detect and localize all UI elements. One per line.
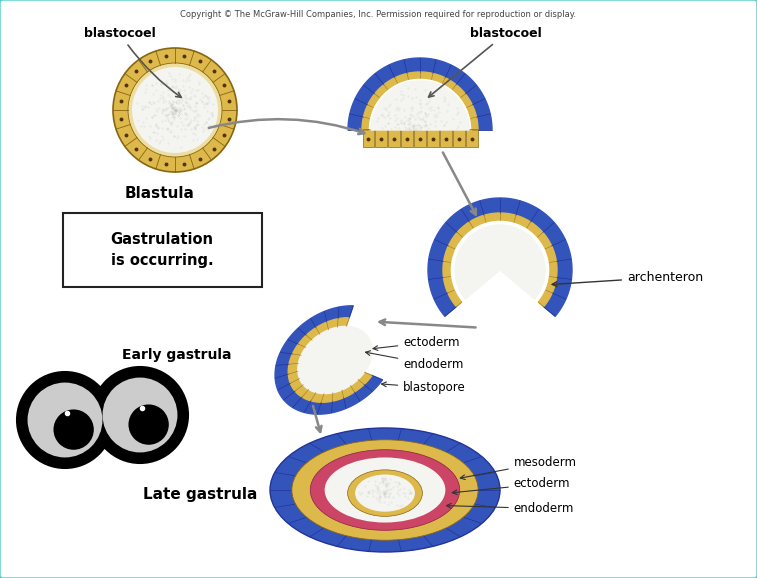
FancyBboxPatch shape bbox=[440, 129, 452, 147]
Ellipse shape bbox=[347, 470, 422, 516]
FancyBboxPatch shape bbox=[388, 129, 400, 147]
Text: Late gastrula: Late gastrula bbox=[143, 487, 257, 502]
Circle shape bbox=[128, 63, 222, 157]
Text: endoderm: endoderm bbox=[366, 351, 463, 372]
Text: Gastrulation
is occurring.: Gastrulation is occurring. bbox=[111, 232, 213, 268]
Text: blastocoel: blastocoel bbox=[84, 27, 181, 97]
FancyBboxPatch shape bbox=[63, 213, 262, 287]
Text: Copyright © The McGraw-Hill Companies, Inc. Permission required for reproduction: Copyright © The McGraw-Hill Companies, I… bbox=[180, 10, 576, 19]
Circle shape bbox=[102, 377, 177, 453]
Text: blastopore: blastopore bbox=[382, 381, 466, 395]
FancyBboxPatch shape bbox=[466, 129, 478, 147]
Ellipse shape bbox=[270, 428, 500, 552]
Circle shape bbox=[27, 383, 102, 457]
Circle shape bbox=[113, 48, 237, 172]
Polygon shape bbox=[428, 198, 572, 316]
Polygon shape bbox=[348, 58, 492, 130]
Polygon shape bbox=[362, 72, 478, 130]
Text: ectoderm: ectoderm bbox=[373, 335, 459, 350]
Polygon shape bbox=[288, 318, 372, 402]
Text: endoderm: endoderm bbox=[447, 502, 574, 515]
Text: Early gastrula: Early gastrula bbox=[122, 348, 231, 362]
Polygon shape bbox=[298, 327, 372, 394]
FancyBboxPatch shape bbox=[375, 129, 388, 147]
FancyBboxPatch shape bbox=[414, 129, 426, 147]
Text: blastocoel: blastocoel bbox=[428, 27, 542, 97]
Text: ectoderm: ectoderm bbox=[452, 477, 570, 495]
Ellipse shape bbox=[310, 450, 459, 530]
Polygon shape bbox=[443, 213, 557, 307]
Text: Blastula: Blastula bbox=[125, 186, 195, 201]
FancyBboxPatch shape bbox=[427, 129, 439, 147]
Circle shape bbox=[92, 367, 188, 463]
FancyBboxPatch shape bbox=[401, 129, 413, 147]
FancyBboxPatch shape bbox=[453, 129, 465, 147]
Circle shape bbox=[132, 67, 218, 153]
Ellipse shape bbox=[355, 475, 415, 512]
Circle shape bbox=[17, 372, 113, 468]
Polygon shape bbox=[371, 81, 469, 130]
FancyBboxPatch shape bbox=[363, 129, 375, 147]
Ellipse shape bbox=[325, 457, 445, 523]
Text: mesoderm: mesoderm bbox=[460, 455, 577, 480]
Circle shape bbox=[129, 405, 169, 444]
Ellipse shape bbox=[292, 440, 478, 540]
Polygon shape bbox=[275, 306, 382, 414]
Circle shape bbox=[54, 409, 94, 450]
Polygon shape bbox=[455, 225, 545, 299]
Text: archenteron: archenteron bbox=[552, 271, 703, 287]
